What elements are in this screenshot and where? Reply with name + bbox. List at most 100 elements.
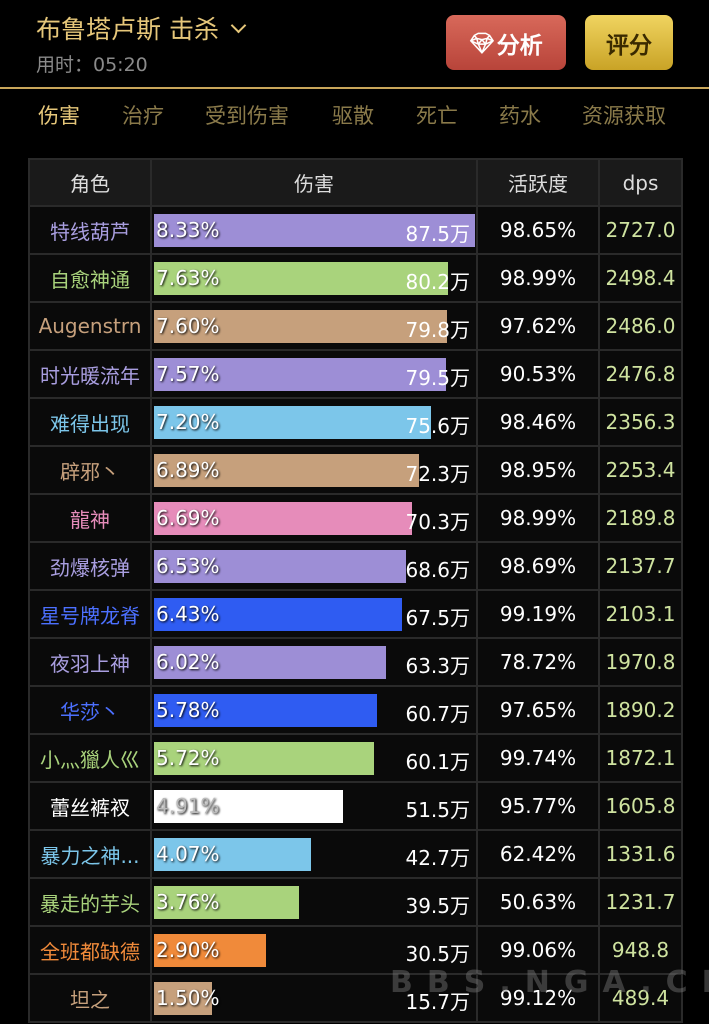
damage-cell: 7.60% 79.8万 (150, 301, 478, 351)
divider (0, 87, 709, 89)
table-header: 角色 伤害 活跃度 dps (28, 158, 683, 207)
damage-percent: 6.69% (156, 506, 220, 530)
tab-2[interactable]: 受到伤害 (205, 104, 289, 128)
activity: 98.99% (476, 253, 600, 303)
tab-5[interactable]: 药水 (499, 104, 541, 128)
damage-percent: 5.72% (156, 746, 220, 770)
player-name[interactable]: 小灬獵人巛 (28, 733, 152, 783)
dps: 2137.7 (598, 541, 683, 591)
analyze-label: 分析 (496, 32, 543, 59)
table-row[interactable]: 特线葫芦 8.33% 87.5万 98.65% 2727.0 (28, 205, 683, 255)
tab-4[interactable]: 死亡 (416, 104, 458, 128)
player-name[interactable]: 暴走的芋头 (28, 877, 152, 927)
damage-bar (154, 838, 311, 871)
analyze-button[interactable]: 💎︎ 分析 (446, 15, 566, 70)
dps: 1605.8 (598, 781, 683, 831)
damage-bar (154, 454, 419, 487)
player-name[interactable]: 星号牌龙脊 (28, 589, 152, 639)
damage-bar (154, 310, 447, 343)
damage-percent: 4.91% (156, 794, 220, 818)
activity: 98.95% (476, 445, 600, 495)
damage-percent: 5.78% (156, 698, 220, 722)
chevron-down-icon (230, 17, 247, 33)
activity: 99.12% (476, 973, 600, 1023)
table-row[interactable]: 自愈神通 7.63% 80.2万 98.99% 2498.4 (28, 253, 683, 303)
player-name[interactable]: 暴力之神... (28, 829, 152, 879)
table-row[interactable]: 夜羽上神 6.02% 63.3万 78.72% 1970.8 (28, 637, 683, 687)
table-row[interactable]: 蕾丝裤衩 4.91% 51.5万 95.77% 1605.8 (28, 781, 683, 831)
damage-cell: 5.72% 60.1万 (150, 733, 478, 783)
table-row[interactable]: 华莎丶 5.78% 60.7万 97.65% 1890.2 (28, 685, 683, 735)
table-row[interactable]: 时光暖流年 7.57% 79.5万 90.53% 2476.8 (28, 349, 683, 399)
column-header-dps[interactable]: dps (598, 158, 683, 207)
damage-percent: 2.90% (156, 938, 220, 962)
table-row[interactable]: 劲爆核弹 6.53% 68.6万 98.69% 2137.7 (28, 541, 683, 591)
damage-amount: 72.3万 (405, 462, 470, 486)
damage-bar (154, 646, 386, 679)
player-name[interactable]: 坦之 (28, 973, 152, 1023)
damage-percent: 6.02% (156, 650, 220, 674)
damage-amount: 87.5万 (405, 222, 470, 246)
damage-percent: 1.50% (156, 986, 220, 1010)
tab-0[interactable]: 伤害 (38, 104, 80, 128)
tab-3[interactable]: 驱散 (332, 104, 374, 128)
damage-amount: 30.5万 (405, 942, 470, 966)
activity: 99.74% (476, 733, 600, 783)
player-name[interactable]: 夜羽上神 (28, 637, 152, 687)
damage-amount: 70.3万 (405, 510, 470, 534)
table-row[interactable]: 辟邪丶 6.89% 72.3万 98.95% 2253.4 (28, 445, 683, 495)
column-header-role[interactable]: 角色 (28, 158, 152, 207)
player-name[interactable]: 劲爆核弹 (28, 541, 152, 591)
tab-6[interactable]: 资源获取 (582, 104, 666, 128)
table-row[interactable]: 小灬獵人巛 5.72% 60.1万 99.74% 1872.1 (28, 733, 683, 783)
dps: 2498.4 (598, 253, 683, 303)
player-name[interactable]: 全班都缺德 (28, 925, 152, 975)
damage-amount: 42.7万 (405, 846, 470, 870)
damage-bar (154, 742, 374, 775)
damage-amount: 75.6万 (405, 414, 470, 438)
player-name[interactable]: 龍神 (28, 493, 152, 543)
player-name[interactable]: 时光暖流年 (28, 349, 152, 399)
table-row[interactable]: 全班都缺德 2.90% 30.5万 99.06% 948.8 (28, 925, 683, 975)
damage-cell: 4.91% 51.5万 (150, 781, 478, 831)
dps: 1872.1 (598, 733, 683, 783)
damage-bar (154, 790, 343, 823)
player-name[interactable]: 自愈神通 (28, 253, 152, 303)
dps: 2727.0 (598, 205, 683, 255)
player-name[interactable]: 辟邪丶 (28, 445, 152, 495)
damage-amount: 39.5万 (405, 894, 470, 918)
table-row[interactable]: 难得出现 7.20% 75.6万 98.46% 2356.3 (28, 397, 683, 447)
boss-encounter-selector[interactable]: 布鲁塔卢斯 击杀 (36, 10, 247, 46)
damage-cell: 8.33% 87.5万 (150, 205, 478, 255)
player-name[interactable]: Augenstrn (28, 301, 152, 351)
dps: 1970.8 (598, 637, 683, 687)
table-row[interactable]: 暴力之神... 4.07% 42.7万 62.42% 1331.6 (28, 829, 683, 879)
tab-1[interactable]: 治疗 (122, 104, 164, 128)
damage-bar (154, 502, 412, 535)
table-row[interactable]: 星号牌龙脊 6.43% 67.5万 99.19% 2103.1 (28, 589, 683, 639)
table-row[interactable]: 暴走的芋头 3.76% 39.5万 50.63% 1231.7 (28, 877, 683, 927)
activity: 99.19% (476, 589, 600, 639)
damage-percent: 6.43% (156, 602, 220, 626)
score-button[interactable]: 评分 (585, 15, 673, 70)
page-title: 布鲁塔卢斯 击杀 (36, 15, 219, 44)
damage-bar (154, 550, 406, 583)
damage-percent: 7.57% (156, 362, 220, 386)
damage-cell: 7.20% 75.6万 (150, 397, 478, 447)
player-name[interactable]: 特线葫芦 (28, 205, 152, 255)
table-row[interactable]: Augenstrn 7.60% 79.8万 97.62% 2486.0 (28, 301, 683, 351)
damage-cell: 6.69% 70.3万 (150, 493, 478, 543)
damage-amount: 60.7万 (405, 702, 470, 726)
damage-percent: 7.20% (156, 410, 220, 434)
player-name[interactable]: 难得出现 (28, 397, 152, 447)
table-row[interactable]: 龍神 6.69% 70.3万 98.99% 2189.8 (28, 493, 683, 543)
activity: 99.06% (476, 925, 600, 975)
table-row[interactable]: 坦之 1.50% 15.7万 99.12% 489.4 (28, 973, 683, 1023)
column-header-damage[interactable]: 伤害 (150, 158, 478, 207)
damage-cell: 6.53% 68.6万 (150, 541, 478, 591)
activity: 78.72% (476, 637, 600, 687)
column-header-activity[interactable]: 活跃度 (476, 158, 600, 207)
damage-bar (154, 886, 299, 919)
player-name[interactable]: 华莎丶 (28, 685, 152, 735)
player-name[interactable]: 蕾丝裤衩 (28, 781, 152, 831)
